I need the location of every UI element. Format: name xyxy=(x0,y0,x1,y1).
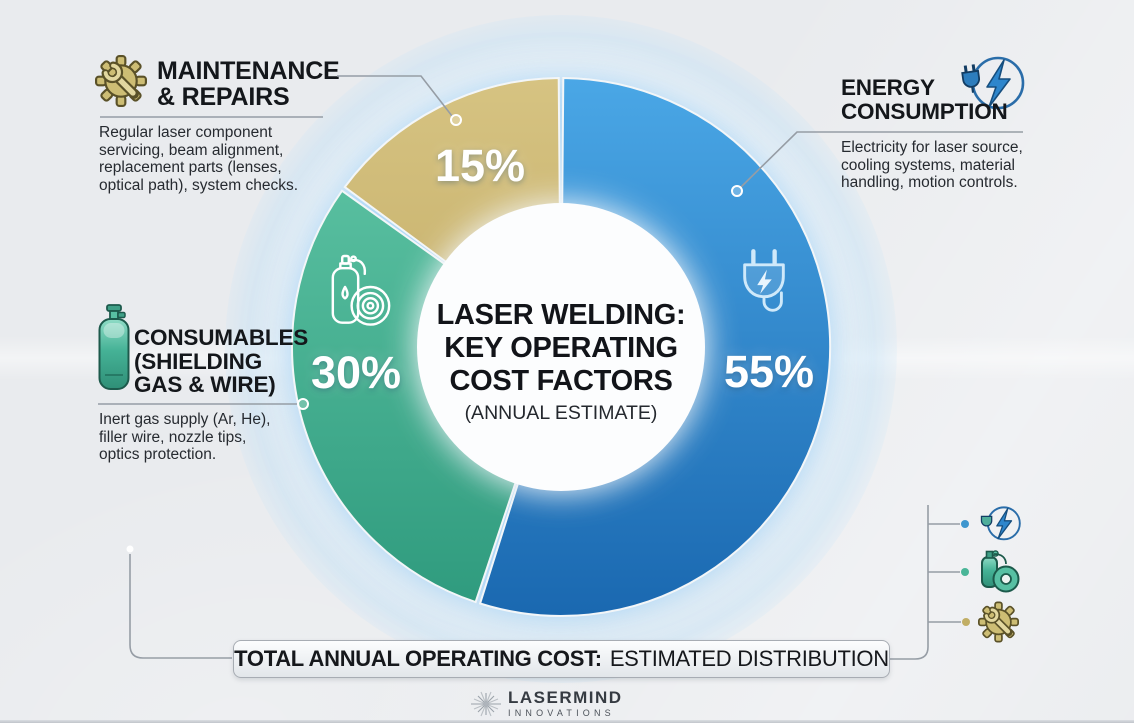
title-line: (SHIELDING xyxy=(134,348,263,374)
total-cost-bar-bold-text: TOTAL ANNUAL OPERATING COST: xyxy=(234,646,602,671)
total-cost-bar-regular-text: ESTIMATED DISTRIBUTION xyxy=(609,646,889,671)
brand-name: LASERMIND xyxy=(508,688,623,707)
callout-maintenance-title: MAINTENANCE & REPAIRS xyxy=(157,58,340,110)
plug-bolt-circle-icon xyxy=(980,506,1021,541)
bolt-glyph xyxy=(757,269,772,294)
plug-bolt-circle-icon xyxy=(961,56,1025,110)
chart-title-line: LASER WELDING: xyxy=(436,299,686,331)
callout-maintenance-description: Regular laser component servicing, beam … xyxy=(99,124,298,194)
chart-subtitle: (ANNUAL ESTIMATE) xyxy=(464,402,658,424)
total-cost-bar: TOTAL ANNUAL OPERATING COST: ESTIMATED D… xyxy=(233,640,890,678)
bottom-edge-line xyxy=(0,720,1134,723)
title-line: CONSUMABLES xyxy=(134,325,309,350)
callout-energy-title: ENERGY CONSUMPTION xyxy=(841,76,1008,124)
segment-label-consumables: 30% xyxy=(310,347,402,398)
chart-title: LASER WELDING: KEY OPERATING COST FACTOR… xyxy=(411,299,711,424)
title-line: MAINTENANCE xyxy=(157,57,340,85)
laser-starburst-icon xyxy=(471,691,501,717)
plug-glyph xyxy=(961,64,980,93)
callout-consumables-title: CONSUMABLES (SHIELDING GAS & WIRE) xyxy=(134,326,308,397)
donut-center-circle xyxy=(417,203,705,491)
chart-title-line: COST FACTORS xyxy=(449,365,673,397)
callout-energy-description: Electricity for laser source, cooling sy… xyxy=(841,139,1023,191)
gas-cylinder-wire-spool-icon xyxy=(981,550,1020,593)
title-line: GAS & WIRE) xyxy=(134,372,276,397)
segment-label-maintenance: 15% xyxy=(434,140,526,191)
gear-wrench-icon xyxy=(95,55,147,107)
gas-cylinder-wire-spool-icon xyxy=(331,254,391,326)
title-line: ENERGY xyxy=(841,75,935,100)
power-plug-cord-icon xyxy=(743,249,785,312)
segment-label-energy: 55% xyxy=(723,346,815,397)
wrench-glyph xyxy=(101,61,139,99)
callout-consumables-description: Inert gas supply (Ar, He), filler wire, … xyxy=(99,411,271,463)
brand-logo: LASERMIND INNOVATIONS xyxy=(470,688,670,720)
brand-tagline: INNOVATIONS xyxy=(508,708,615,718)
gear-wrench-icon xyxy=(978,601,1019,643)
chart-title-line: KEY OPERATING xyxy=(444,332,678,364)
gas-cylinder-icon xyxy=(98,304,130,390)
title-line: & REPAIRS xyxy=(157,83,290,111)
title-line: CONSUMPTION xyxy=(841,99,1008,124)
